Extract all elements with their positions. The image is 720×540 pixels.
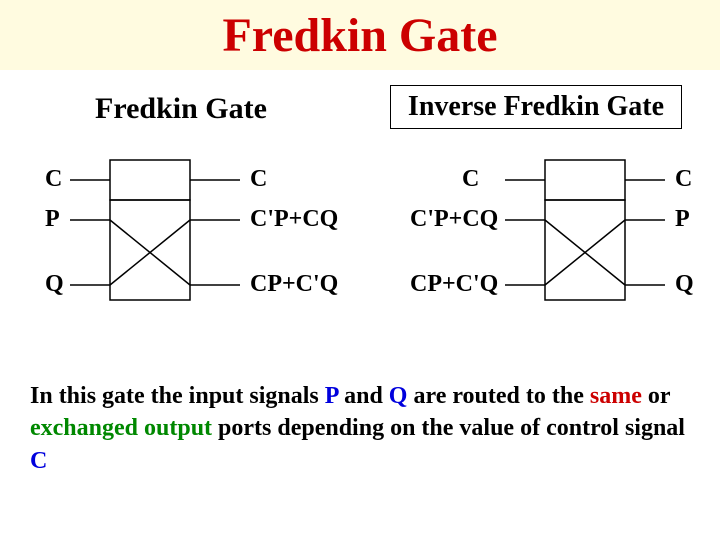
title-banner: Fredkin Gate [0,0,720,70]
caption-run-0: In this gate the input signals [30,383,325,409]
right-in-c: C [462,166,479,193]
main-title: Fredkin Gate [222,8,497,63]
right-gate-top-box [545,160,625,200]
right-out-c: C [675,166,692,193]
caption-run-2: and [338,383,389,409]
subtitle-right-box: Inverse Fredkin Gate [390,85,682,129]
subtitle-right: Inverse Fredkin Gate [408,91,664,123]
subtitle-left: Fredkin Gate [95,92,267,126]
caption-run-8: ports depending on the value of control … [212,415,685,441]
right-out-q: Q [675,271,694,298]
caption-run-6: or [642,383,670,409]
caption-run-5: same [590,383,642,409]
caption-paragraph: In this gate the input signals P and Q a… [30,380,690,477]
caption-run-9: C [30,448,47,474]
right-gate-svg [0,150,720,350]
caption-run-7: exchanged output [30,415,212,441]
subtitle-row: Fredkin Gate Inverse Fredkin Gate [0,70,720,150]
right-in-p: C'P+CQ [410,206,498,233]
caption-run-3: Q [389,383,408,409]
right-gate-bottom-box [545,200,625,300]
right-out-p: P [675,206,690,233]
right-in-q: CP+C'Q [410,271,498,298]
caption-run-4: are routed to the [407,383,589,409]
diagram-area: C P Q C C'P+CQ CP+C'Q C C'P+CQ CP+C'Q C … [0,150,720,370]
caption-run-1: P [325,383,338,409]
